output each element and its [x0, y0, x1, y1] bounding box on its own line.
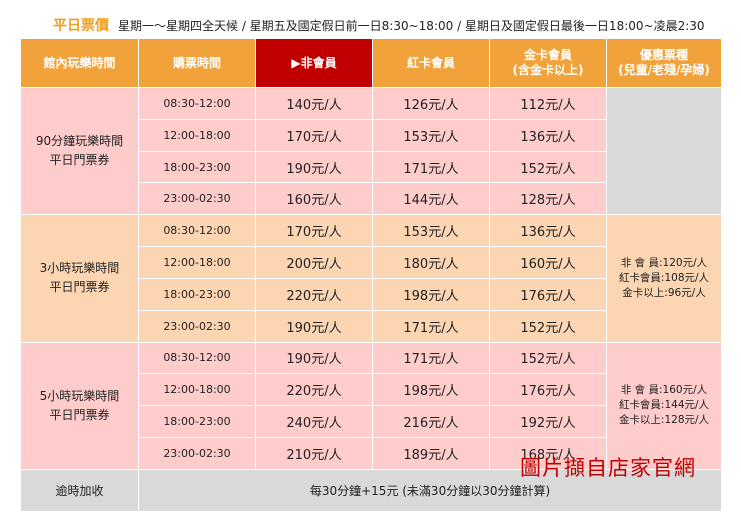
price-red-card: 144元/人 [372, 182, 490, 216]
col-header-red-card: 紅卡會員 [372, 38, 490, 88]
price-red-card: 198元/人 [372, 277, 490, 311]
price-red-card: 180元/人 [372, 246, 490, 279]
header-row: 館內玩樂時間 購票時間 ▶非會員 紅卡會員 金卡會員 (含金卡以上) 優惠票種 (兒… [20, 38, 722, 88]
price-non-member: 190元/人 [255, 150, 373, 184]
col-header-non-member: ▶非會員 [255, 38, 373, 88]
col-header-gold-card: 金卡會員 (含金卡以上) [489, 38, 607, 88]
col-header-discount: 優惠票種 (兒童/老殘/孕婦) [606, 38, 722, 88]
discount-empty [606, 86, 722, 216]
ticket-time: 12:00-18:00 [138, 246, 256, 279]
price-non-member: 220元/人 [255, 277, 373, 311]
table-row: 18:00-23:00 220元/人 198元/人 176元/人 [21, 277, 722, 311]
price-red-card: 198元/人 [372, 373, 490, 407]
price-red-card: 216元/人 [372, 405, 490, 438]
schedule-description: 星期一～星期四全天候 / 星期五及國定假日前一日8:30~18:00 / 星期日… [118, 19, 705, 33]
price-non-member: 210元/人 [255, 436, 373, 470]
table-row: 90分鐘玩樂時間 平日門票券 08:30-12:00 140元/人 126元/人 … [20, 86, 722, 216]
table-row: 18:00-23:00 240元/人 216元/人 192元/人 [21, 405, 722, 438]
category-5hour: 5小時玩樂時間 平日門票券 [20, 341, 139, 470]
discount-prices-3hour: 非 會 員:120元/人 紅卡會員:108元/人 金卡以上:96元/人 [606, 214, 722, 343]
price-non-member: 190元/人 [255, 341, 373, 375]
price-red-card: 153元/人 [372, 214, 490, 248]
price-gold-card: 112元/人 [489, 87, 607, 120]
overtime-label: 逾時加收 [20, 468, 139, 513]
price-non-member: 140元/人 [255, 87, 373, 120]
discount-prices-5hour: 非 會 員:160元/人 紅卡會員:144元/人 金卡以上:128元/人 [606, 341, 722, 470]
price-red-card: 171元/人 [372, 150, 490, 184]
col-header-ticket-time: 購票時間 [138, 38, 256, 88]
table-row: 23:00-02:30 190元/人 171元/人 152元/人 [21, 309, 722, 343]
overtime-rule: 每30分鐘+15元 (未滿30分鐘以30分鐘計算) [138, 468, 722, 513]
price-red-card: 153元/人 [372, 118, 490, 152]
price-gold-card: 152元/人 [489, 150, 607, 184]
overtime-row: 逾時加收 每30分鐘+15元 (未滿30分鐘以30分鐘計算) [20, 468, 722, 513]
price-red-card: 126元/人 [372, 87, 490, 120]
category-90min: 90分鐘玩樂時間 平日門票券 [20, 86, 139, 216]
ticket-time: 23:00-02:30 [138, 436, 256, 470]
price-gold-card: 152元/人 [489, 341, 607, 375]
ticket-time: 23:00-02:30 [138, 182, 256, 216]
price-gold-card: 152元/人 [489, 309, 607, 343]
ticket-time: 18:00-23:00 [138, 150, 256, 184]
table-row: 18:00-23:00 190元/人 171元/人 152元/人 [21, 150, 722, 184]
source-watermark: 圖片擷自店家官網 [520, 456, 696, 480]
category-3hour: 3小時玩樂時間 平日門票券 [20, 214, 139, 343]
table-row: 5小時玩樂時間 平日門票券 08:30-12:00 190元/人 171元/人 1… [20, 341, 722, 470]
price-non-member: 200元/人 [255, 246, 373, 279]
ticket-time: 08:30-12:00 [138, 341, 256, 375]
price-gold-card: 128元/人 [489, 182, 607, 216]
ticket-time: 18:00-23:00 [138, 277, 256, 311]
table-row: 3小時玩樂時間 平日門票券 08:30-12:00 170元/人 153元/人 1… [20, 214, 722, 343]
table-row: 23:00-02:30 160元/人 144元/人 128元/人 [21, 182, 722, 216]
price-non-member: 190元/人 [255, 309, 373, 343]
table-row: 12:00-18:00 220元/人 198元/人 176元/人 [21, 373, 722, 407]
price-gold-card: 176元/人 [489, 373, 607, 407]
price-gold-card: 136元/人 [489, 214, 607, 248]
table-row: 12:00-18:00 200元/人 180元/人 160元/人 [21, 246, 722, 279]
table-row: 12:00-18:00 170元/人 153元/人 136元/人 [21, 118, 722, 152]
price-red-card: 171元/人 [372, 309, 490, 343]
price-red-card: 189元/人 [372, 436, 490, 470]
price-gold-card: 176元/人 [489, 277, 607, 311]
ticket-time: 08:30-12:00 [138, 87, 256, 120]
price-gold-card: 160元/人 [489, 246, 607, 279]
price-red-card: 171元/人 [372, 341, 490, 375]
ticket-time: 23:00-02:30 [138, 309, 256, 343]
price-gold-card: 192元/人 [489, 405, 607, 438]
price-non-member: 220元/人 [255, 373, 373, 407]
ticket-time: 12:00-18:00 [138, 118, 256, 152]
col-header-play-time: 館內玩樂時間 [20, 38, 139, 88]
price-table: 館內玩樂時間 購票時間 ▶非會員 紅卡會員 金卡會員 (含金卡以上) 優惠票種 (兒… [20, 38, 722, 513]
price-non-member: 170元/人 [255, 118, 373, 152]
price-non-member: 240元/人 [255, 405, 373, 438]
price-non-member: 160元/人 [255, 182, 373, 216]
price-gold-card: 136元/人 [489, 118, 607, 152]
ticket-time: 18:00-23:00 [138, 405, 256, 438]
price-header: 平日票價 星期一～星期四全天候 / 星期五及國定假日前一日8:30~18:00 … [0, 15, 741, 37]
page-title: 平日票價 [53, 18, 109, 34]
price-non-member: 170元/人 [255, 214, 373, 248]
ticket-time: 08:30-12:00 [138, 214, 256, 248]
table-row: 23:00-02:30 210元/人 189元/人 168元/人 [21, 436, 722, 470]
ticket-time: 12:00-18:00 [138, 373, 256, 407]
